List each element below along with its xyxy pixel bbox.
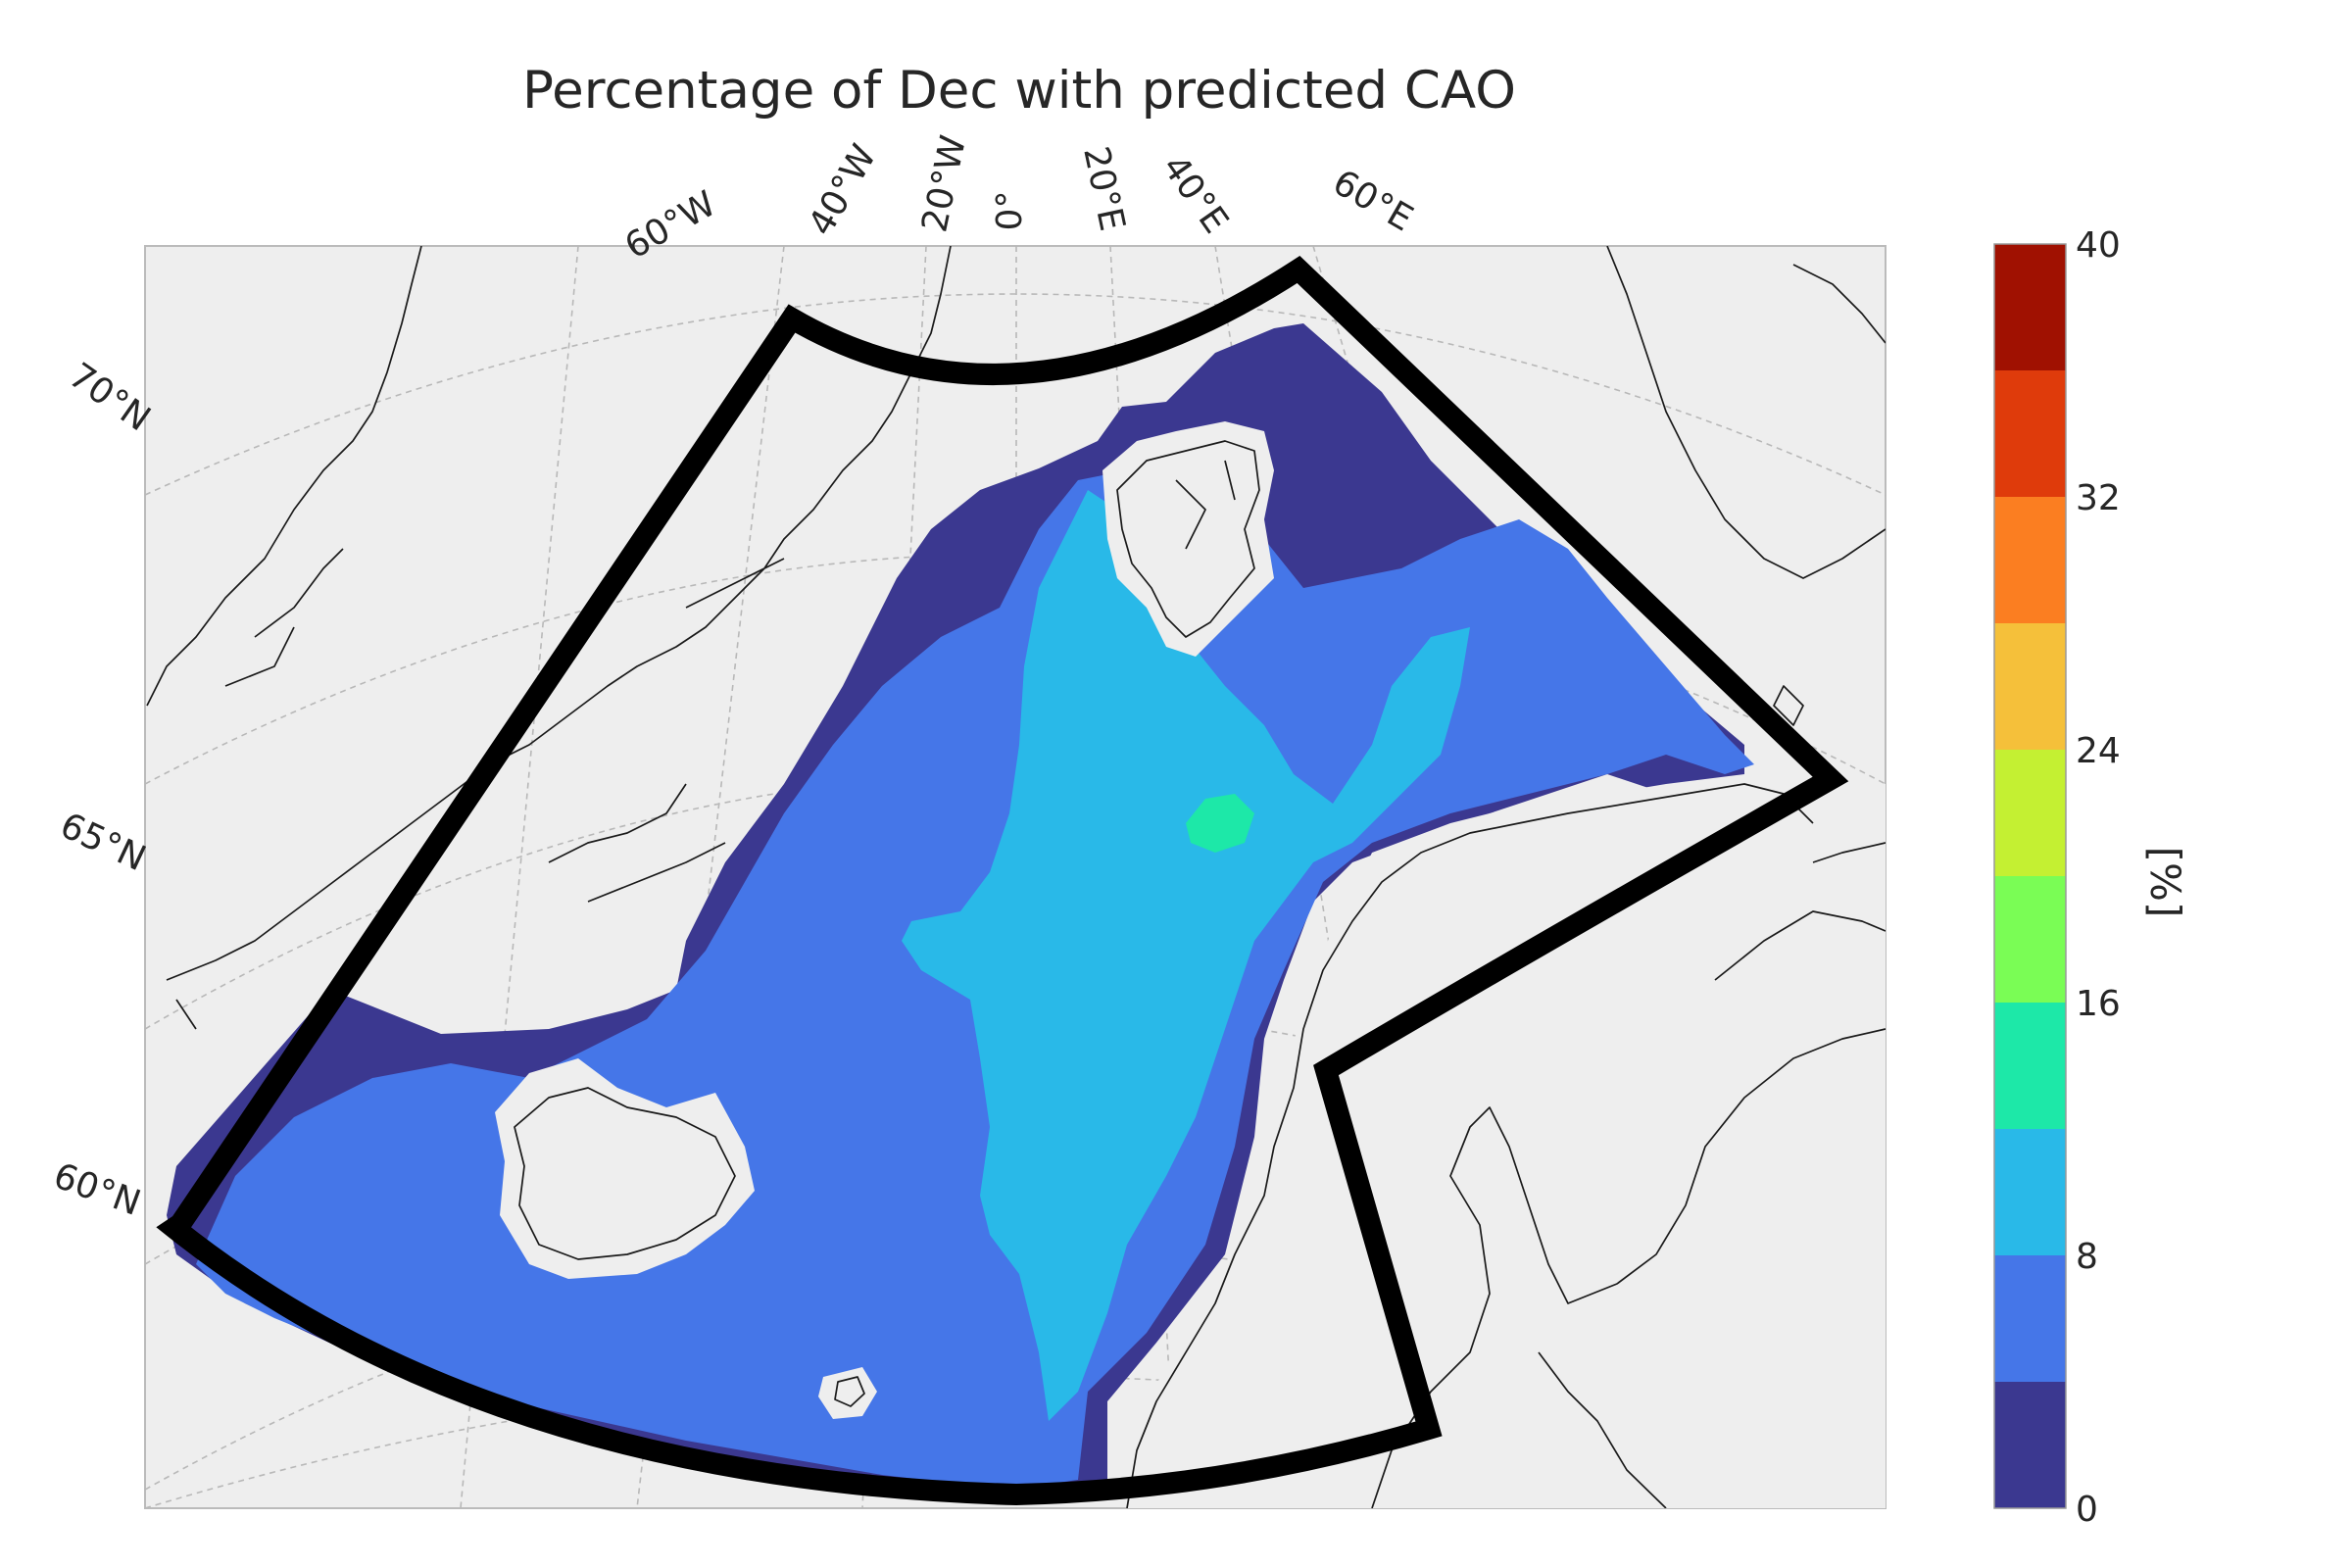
colorbar-bins xyxy=(1994,244,2066,1508)
scandinavia-coast xyxy=(1371,910,1886,1508)
map-panel xyxy=(144,245,1886,1509)
colorbar-tick-label-16: 16 xyxy=(2076,984,2121,1024)
faroe-coast xyxy=(834,1376,865,1407)
colorbar-frame xyxy=(1993,243,2067,1509)
greenland-coast xyxy=(146,246,952,1030)
lon-label-60e: 60°E xyxy=(1326,163,1419,240)
field-8-12-pct xyxy=(902,490,1470,1421)
parallel-72n xyxy=(145,293,1886,496)
colorbar-bin-12-16 xyxy=(1994,1003,2066,1129)
colorbar-tick-label-0: 0 xyxy=(2076,1490,2098,1530)
parallel-60n xyxy=(145,1375,1886,1508)
colorbar-tick-label-24: 24 xyxy=(2076,731,2121,771)
lat-label-70n: 70°N xyxy=(62,356,158,440)
lon-label-40w: 40°W xyxy=(801,138,884,243)
colorbar-bin-8-12 xyxy=(1994,1129,2066,1255)
colorbar-bin-24-28 xyxy=(1994,623,2066,750)
domain-outline xyxy=(156,256,1849,1506)
iceland-coast xyxy=(514,1087,736,1260)
norway-coast xyxy=(1126,783,1814,1508)
faroe-mask xyxy=(818,1367,877,1419)
coastlines xyxy=(146,246,1886,1508)
meridian-20w xyxy=(861,246,927,1508)
colorbar-bin-36-40 xyxy=(1994,244,2066,370)
colorbar-bin-20-24 xyxy=(1994,750,2066,876)
lon-label-20e: 20°E xyxy=(1075,143,1132,234)
colorbar-bin-16-20 xyxy=(1994,876,2066,1003)
colorbar: 0 8 16 24 32 40 [%] xyxy=(1993,225,2189,1530)
lon-label-20w: 20°W xyxy=(914,132,974,236)
lon-label-40e: 40°E xyxy=(1154,148,1236,240)
colorbar-bin-28-32 xyxy=(1994,497,2066,623)
colorbar-tick-label-8: 8 xyxy=(2076,1237,2098,1277)
lat-label-60n: 60°N xyxy=(48,1155,145,1224)
lat-label-65n: 65°N xyxy=(54,806,152,880)
map-title: Percentage of Dec with predicted CAO xyxy=(522,61,1516,121)
lon-label-0: 0° xyxy=(990,191,1030,231)
field-12-16-pct xyxy=(1186,794,1254,853)
colorbar-tick-label-40: 40 xyxy=(2076,225,2121,266)
colorbar-tick-label-32: 32 xyxy=(2076,478,2121,518)
svalbard-coast xyxy=(1116,440,1260,638)
russia-coast xyxy=(1606,246,1886,863)
colorbar-ticks: 0 8 16 24 32 40 xyxy=(2076,225,2121,1530)
colorbar-bin-32-36 xyxy=(1994,370,2066,497)
iceland-mask xyxy=(495,1058,755,1279)
latitude-labels: 70°N 65°N 60°N xyxy=(48,356,157,1224)
colorbar-bin-0-4 xyxy=(1994,1382,2066,1508)
colorbar-bin-4-8 xyxy=(1994,1255,2066,1382)
svalbard-mask xyxy=(1102,421,1274,657)
colorbar-label: [%] xyxy=(2141,847,2189,918)
